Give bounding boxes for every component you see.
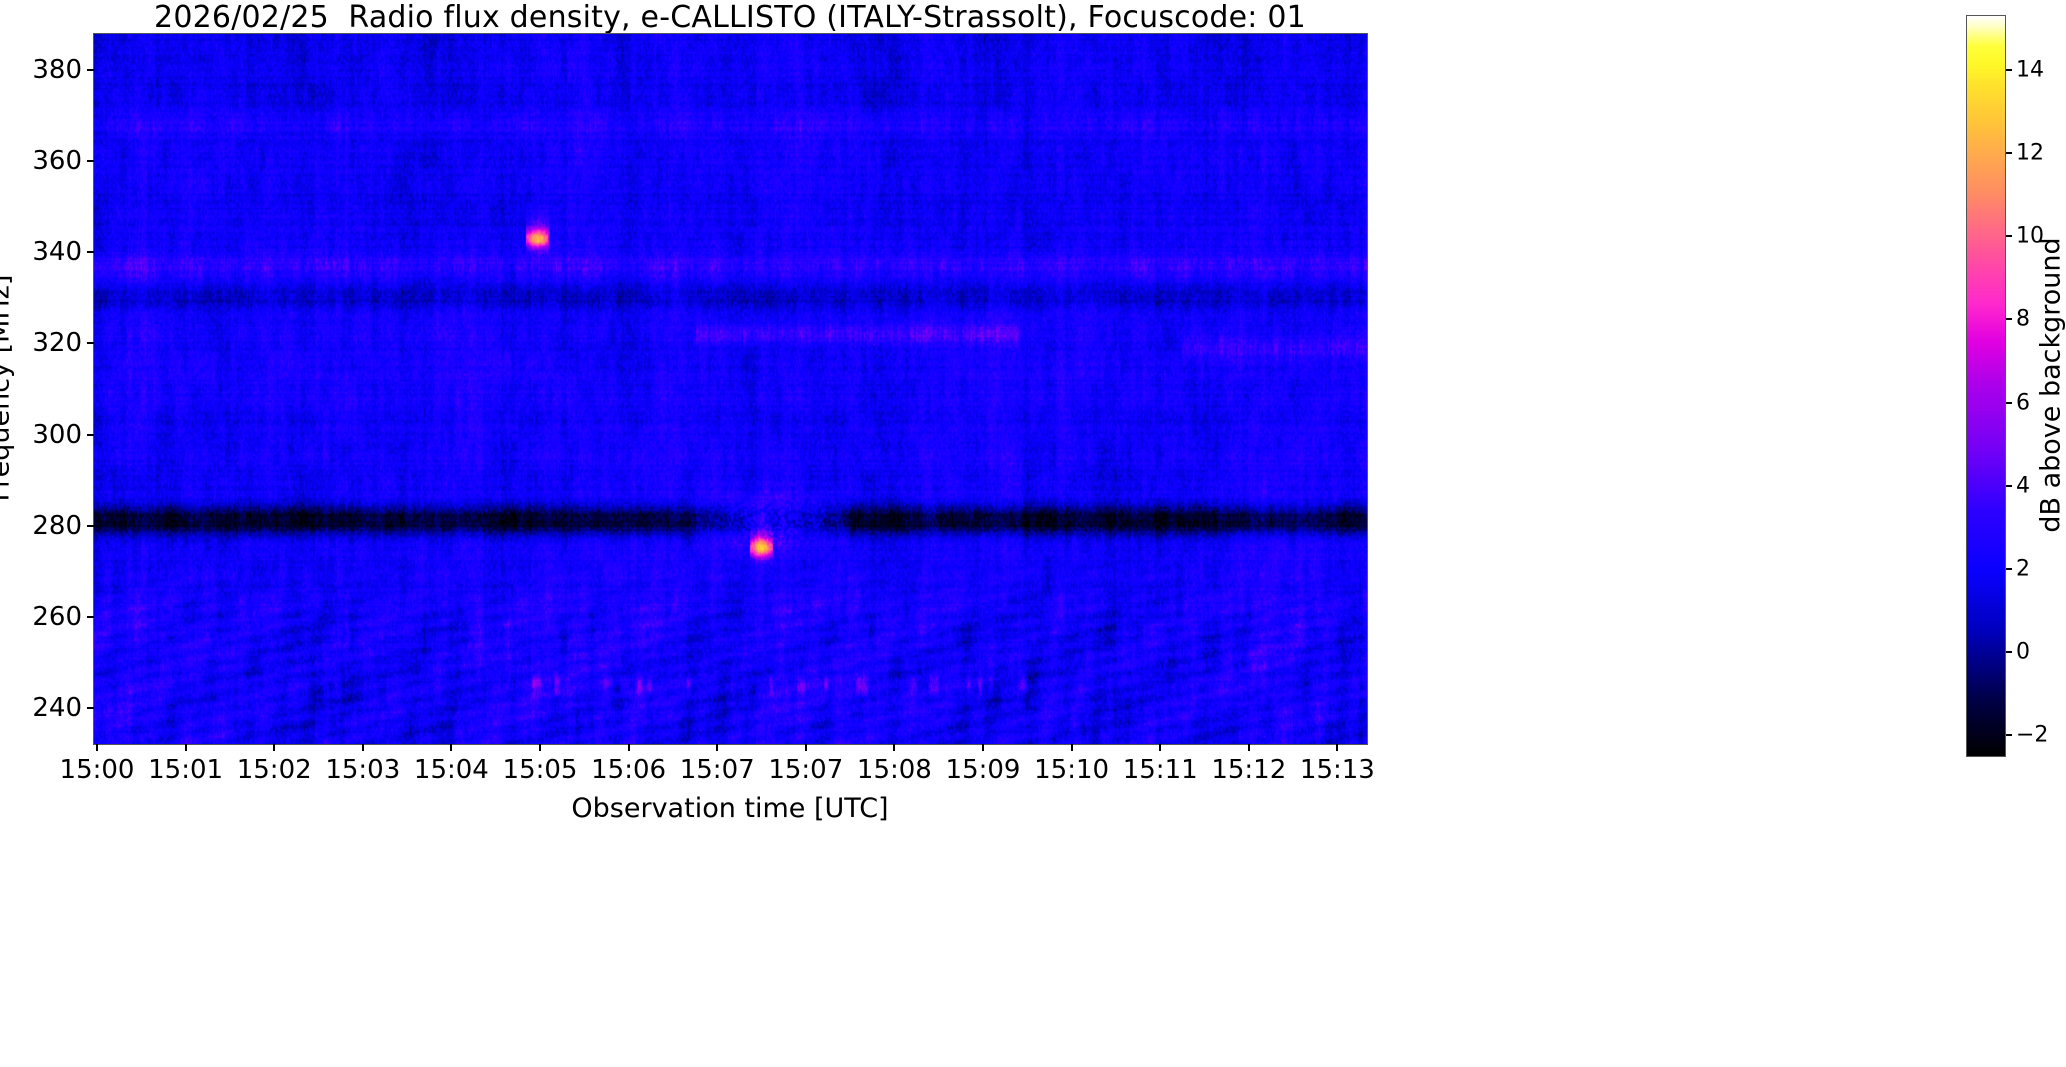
x-tick-mark [539,744,541,751]
colorbar-tick-label: 6 [2016,390,2030,416]
colorbar-tick-label: 8 [2016,306,2030,332]
x-tick-label: 15:00 [59,755,135,785]
x-tick-mark [184,744,187,751]
y-tick-mark [87,615,94,618]
colorbar-tick-mark [2006,235,2012,238]
colorbar-gradient [1967,16,2005,756]
x-tick-label: 15:07 [768,755,844,785]
y-tick-label: 340 [32,237,82,268]
y-tick-mark [87,251,94,254]
x-tick-label: 15:06 [591,755,667,785]
x-tick-mark [982,744,984,751]
x-tick-mark [96,744,98,751]
x-tick-label: 15:10 [1034,755,1110,785]
y-axis-label: Frequency [MHz] [0,274,16,502]
colorbar-tick-mark [2006,567,2012,570]
x-tick-mark [450,744,453,751]
x-tick-mark [627,744,630,751]
x-tick-mark [1159,744,1162,751]
x-tick-mark [893,744,896,751]
colorbar-tick-mark [2006,152,2012,155]
x-tick-mark [716,744,719,751]
y-tick-mark [87,524,94,527]
colorbar-tick-label: −2 [2016,722,2049,748]
colorbar-tick-label: 14 [2016,57,2044,83]
x-tick-mark [273,744,276,751]
colorbar-tick-label: 0 [2016,639,2030,665]
x-tick-mark [804,744,807,751]
colorbar-tick-mark [2006,651,2012,654]
colorbar-label: dB above background [2035,237,2066,533]
colorbar-tick-mark [2006,484,2012,487]
y-tick-label: 360 [32,146,82,177]
colorbar-tick-mark [2006,69,2012,72]
colorbar-tick-label: 2 [2016,556,2030,582]
y-tick-mark [87,160,94,163]
x-tick-label: 15:03 [325,755,401,785]
colorbar-tick-label: 12 [2016,140,2044,166]
y-tick-label: 260 [32,601,82,632]
x-tick-label: 15:07 [679,755,755,785]
x-tick-mark [1247,744,1250,751]
colorbar-tick-label: 4 [2016,473,2030,499]
x-tick-mark [361,744,364,751]
x-tick-mark [1336,744,1339,751]
x-tick-label: 15:09 [945,755,1021,785]
x-tick-label: 15:12 [1211,755,1287,785]
y-tick-label: 240 [32,692,82,723]
colorbar-tick-mark [2006,734,2012,737]
figure-title: 2026/02/25 Radio flux density, e-CALLIST… [154,0,1306,35]
x-tick-label: 15:05 [502,755,578,785]
colorbar-tick-label: 10 [2016,223,2044,249]
colorbar-axes [1966,15,2006,757]
x-axis-label: Observation time [UTC] [571,793,889,824]
x-tick-label: 15:11 [1122,755,1198,785]
colorbar-tick-mark [2006,401,2012,404]
x-tick-label: 15:01 [148,755,224,785]
x-tick-mark [1070,744,1073,751]
spectrogram-image [94,34,1367,744]
x-tick-label: 15:08 [856,755,932,785]
spectrogram-axes [93,33,1368,745]
y-tick-label: 320 [32,328,82,359]
y-tick-mark [87,342,94,345]
x-tick-label: 15:13 [1299,755,1375,785]
colorbar-tick-mark [2006,318,2012,321]
x-tick-label: 15:02 [236,755,312,785]
y-tick-mark [87,706,94,709]
x-tick-label: 15:04 [413,755,489,785]
y-tick-mark [87,433,94,436]
y-tick-label: 280 [32,510,82,541]
y-tick-label: 300 [32,419,82,450]
y-tick-label: 380 [32,55,82,86]
y-tick-mark [87,69,94,72]
